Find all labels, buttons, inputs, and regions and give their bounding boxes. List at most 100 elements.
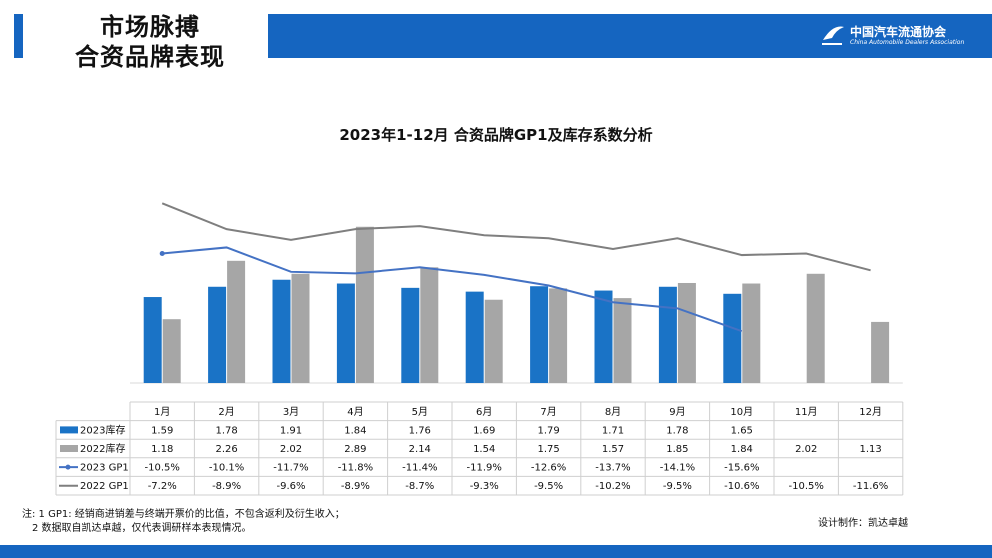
x-tick-label-6: 6月 bbox=[476, 406, 492, 418]
x-tick-label-5: 5月 bbox=[412, 406, 428, 418]
data-label-0-1: 1.59 bbox=[151, 425, 173, 436]
footer-band bbox=[0, 545, 992, 558]
data-label-3-5: -8.7% bbox=[405, 481, 434, 492]
x-tick-label-11: 11月 bbox=[795, 406, 818, 418]
data-label-0-10: 1.65 bbox=[731, 425, 753, 436]
data-label-2-4: -11.8% bbox=[338, 463, 373, 474]
data-label-2-10: -15.6% bbox=[724, 463, 759, 474]
data-label-1-12: 1.13 bbox=[859, 444, 881, 455]
page-title-line-1: 市场脉搏 bbox=[100, 13, 200, 41]
bar-2022-11 bbox=[806, 273, 825, 383]
x-tick-label-7: 7月 bbox=[540, 406, 556, 418]
data-label-3-3: -9.6% bbox=[276, 481, 305, 492]
series-line-gp1-2022 bbox=[161, 202, 871, 272]
bar-2023-4 bbox=[336, 283, 355, 383]
data-label-2-8: -13.7% bbox=[595, 463, 630, 474]
data-label-1-10: 1.84 bbox=[731, 444, 753, 455]
page-title-line-2: 合资品牌表现 bbox=[75, 43, 225, 71]
data-label-3-2: -8.9% bbox=[212, 481, 241, 492]
bar-2022-3 bbox=[291, 273, 310, 383]
data-label-0-7: 1.79 bbox=[537, 425, 559, 436]
bar-2022-7 bbox=[549, 288, 568, 383]
data-label-3-11: -10.5% bbox=[789, 481, 824, 492]
footnote: 注: 1 GP1: 经销商进销差与终端开票价的比值，不包含返利及衍生收入； 2 … bbox=[22, 508, 345, 536]
logo-name-cn: 中国汽车流通协会 bbox=[850, 25, 947, 39]
accent-bar bbox=[14, 14, 23, 58]
data-label-0-9: 1.78 bbox=[666, 425, 688, 436]
bar-2022-6 bbox=[484, 299, 503, 383]
page-title: 市场脉搏 合资品牌表现 bbox=[50, 12, 250, 72]
data-label-3-1: -7.2% bbox=[148, 481, 177, 492]
bar-2022-12 bbox=[871, 321, 890, 383]
logo-name-en: China Automobile Dealers Association bbox=[850, 39, 965, 46]
data-label-2-3: -11.7% bbox=[273, 463, 308, 474]
data-label-3-9: -9.5% bbox=[663, 481, 692, 492]
legend-label-1: 2022库存 bbox=[80, 442, 125, 455]
data-label-1-1: 1.18 bbox=[151, 444, 173, 455]
bar-2022-1 bbox=[162, 319, 181, 383]
data-label-2-6: -11.9% bbox=[467, 463, 502, 474]
bar-2022-10 bbox=[742, 283, 761, 383]
legend-key-1 bbox=[60, 445, 78, 452]
data-label-0-6: 1.69 bbox=[473, 425, 495, 436]
data-label-1-9: 1.85 bbox=[666, 444, 688, 455]
data-label-1-5: 2.14 bbox=[409, 444, 431, 455]
bar-2023-1 bbox=[143, 297, 162, 383]
legend-label-0: 2023库存 bbox=[80, 423, 125, 436]
x-tick-label-3: 3月 bbox=[283, 406, 299, 418]
series-line-gp1-2023 bbox=[162, 246, 743, 333]
data-label-3-7: -9.5% bbox=[534, 481, 563, 492]
data-label-0-4: 1.84 bbox=[344, 425, 366, 436]
header-band: 中国汽车流通协会 China Automobile Dealers Associ… bbox=[268, 14, 992, 58]
bar-2023-5 bbox=[401, 287, 420, 383]
data-label-3-12: -11.6% bbox=[853, 481, 888, 492]
data-label-0-5: 1.76 bbox=[409, 425, 431, 436]
bar-2022-2 bbox=[227, 260, 246, 383]
data-label-1-4: 2.89 bbox=[344, 444, 366, 455]
data-label-0-8: 1.71 bbox=[602, 425, 624, 436]
bar-2022-4 bbox=[355, 226, 374, 383]
legend-label-2: 2023 GP1 bbox=[80, 463, 129, 474]
x-tick-label-4: 4月 bbox=[347, 406, 363, 418]
footnote-line-1: 注: 1 GP1: 经销商进销差与终端开票价的比值，不包含返利及衍生收入； bbox=[22, 509, 345, 520]
chart-title: 2023年1-12月 合资品牌GP1及库存系数分析 bbox=[339, 126, 653, 144]
bar-2023-8 bbox=[594, 290, 613, 383]
x-tick-label-1: 1月 bbox=[154, 406, 170, 418]
bar-2023-3 bbox=[272, 279, 291, 383]
legend-key-marker-2 bbox=[65, 464, 71, 470]
legend-label-3: 2022 GP1 bbox=[80, 481, 129, 492]
bar-2023-7 bbox=[530, 286, 549, 383]
data-label-2-1: -10.5% bbox=[145, 463, 180, 474]
data-label-1-2: 2.26 bbox=[215, 444, 237, 455]
data-label-1-7: 1.75 bbox=[537, 444, 559, 455]
data-label-3-6: -9.3% bbox=[470, 481, 499, 492]
data-label-2-5: -11.4% bbox=[402, 463, 437, 474]
x-tick-label-2: 2月 bbox=[218, 406, 234, 418]
bar-2023-6 bbox=[465, 291, 484, 383]
bar-2022-5 bbox=[420, 267, 439, 383]
legend-key-0 bbox=[60, 426, 78, 434]
logo: 中国汽车流通协会 China Automobile Dealers Associ… bbox=[820, 20, 980, 52]
x-tick-label-12: 12月 bbox=[859, 406, 882, 418]
data-label-1-11: 2.02 bbox=[795, 444, 817, 455]
data-label-0-2: 1.78 bbox=[215, 425, 237, 436]
data-label-3-4: -8.9% bbox=[341, 481, 370, 492]
bar-2023-10 bbox=[723, 293, 742, 383]
chart: 1月 2月 3月 4月 5月 6月 7月 8月 9月 10月 11月 12月 2023库存 1.59 1.7… bbox=[55, 202, 904, 496]
data-label-1-6: 1.54 bbox=[473, 444, 495, 455]
footnote-line-2: 2 数据取自凯达卓越，仅代表调研样本表现情况。 bbox=[32, 523, 252, 534]
bar-2022-8 bbox=[613, 298, 632, 383]
data-label-2-7: -12.6% bbox=[531, 463, 566, 474]
data-label-3-8: -10.2% bbox=[595, 481, 630, 492]
x-tick-label-9: 9月 bbox=[669, 406, 685, 418]
designer-credit: 设计制作：凯达卓越 bbox=[818, 518, 908, 529]
bar-2023-2 bbox=[208, 286, 227, 383]
bar-2023-9 bbox=[658, 286, 677, 383]
data-label-3-10: -10.6% bbox=[724, 481, 759, 492]
x-tick-label-10: 10月 bbox=[730, 406, 753, 418]
data-label-0-3: 1.91 bbox=[280, 425, 302, 436]
series-point-gp1-2023-1 bbox=[159, 251, 165, 257]
x-tick-label-8: 8月 bbox=[605, 406, 621, 418]
data-label-1-3: 2.02 bbox=[280, 444, 302, 455]
bar-2022-9 bbox=[677, 282, 696, 383]
